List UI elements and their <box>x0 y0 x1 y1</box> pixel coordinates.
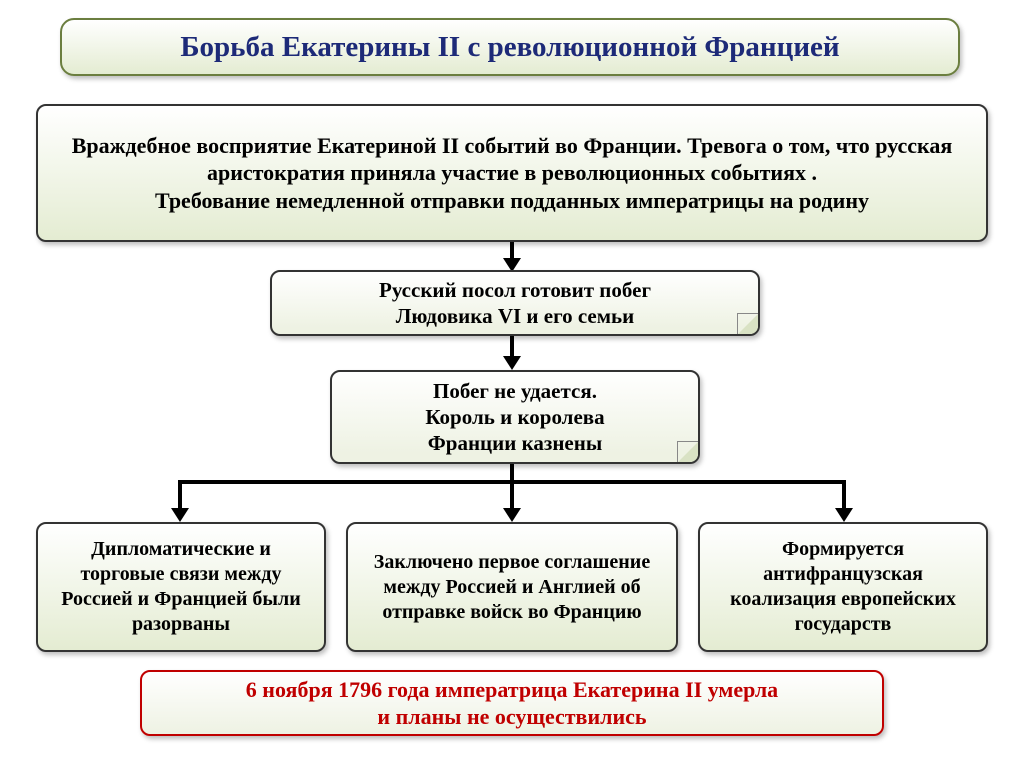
step1-text: Русский посол готовит побег Людовика VI … <box>379 277 651 330</box>
outcome-left-box: Дипломатические и торговые связи между Р… <box>36 522 326 652</box>
outcome-left-text: Дипломатические и торговые связи между Р… <box>54 537 308 637</box>
arrow-head-2 <box>503 356 521 370</box>
step1-box: Русский посол готовит побег Людовика VI … <box>270 270 760 336</box>
arrow-drop-right <box>842 480 846 510</box>
arrow-step1-step2 <box>510 336 514 358</box>
main-block: Враждебное восприятие Екатериной II собы… <box>36 104 988 242</box>
outcome-right-text: Формируется антифранцузская коализация е… <box>716 537 970 637</box>
footer-box: 6 ноября 1796 года императрица Екатерина… <box>140 670 884 736</box>
outcome-center-text: Заключено первое соглашение между Россие… <box>364 550 660 625</box>
footer-text: 6 ноября 1796 года императрица Екатерина… <box>246 676 778 731</box>
arrow-drop-left <box>178 480 182 510</box>
step2-box: Побег не удается. Король и королева Фран… <box>330 370 700 464</box>
step2-text: Побег не удается. Король и королева Фран… <box>425 378 604 457</box>
arrow-head-left <box>171 508 189 522</box>
main-block-text: Враждебное восприятие Екатериной II собы… <box>54 132 970 215</box>
arrow-head-right <box>835 508 853 522</box>
arrow-drop-center <box>510 480 514 510</box>
outcome-right-box: Формируется антифранцузская коализация е… <box>698 522 988 652</box>
outcome-center-box: Заключено первое соглашение между Россие… <box>346 522 678 652</box>
title-text: Борьба Екатерины II с революционной Фран… <box>180 29 839 65</box>
arrow-head-center <box>503 508 521 522</box>
title-box: Борьба Екатерины II с революционной Фран… <box>60 18 960 76</box>
